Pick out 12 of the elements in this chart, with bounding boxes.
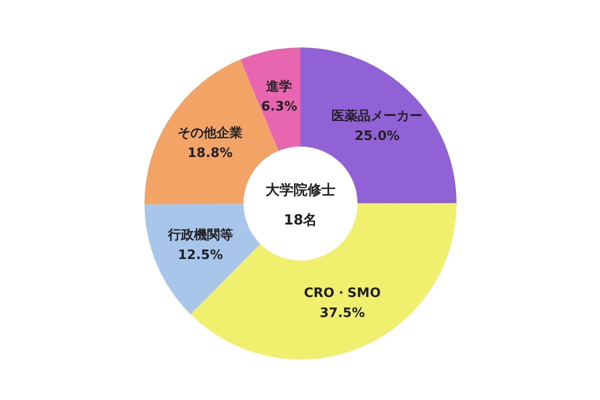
data-label: 37.5% <box>320 306 365 322</box>
slice-label: その他企業 <box>178 126 243 142</box>
slice-label: CRO・SMO <box>304 286 381 302</box>
text: 大学院修士 <box>266 182 336 198</box>
data-label: 12.5% <box>178 248 223 263</box>
slice-label: 進学 <box>265 80 292 95</box>
slice-label: 行政機関等 <box>166 228 233 243</box>
data-label: 25.0% <box>354 129 400 144</box>
data-label: 18.8% <box>188 146 233 162</box>
text: 18名 <box>284 212 318 228</box>
data-label: 6.3% <box>261 100 298 115</box>
slice-label: 医薬品メーカー <box>332 108 423 124</box>
